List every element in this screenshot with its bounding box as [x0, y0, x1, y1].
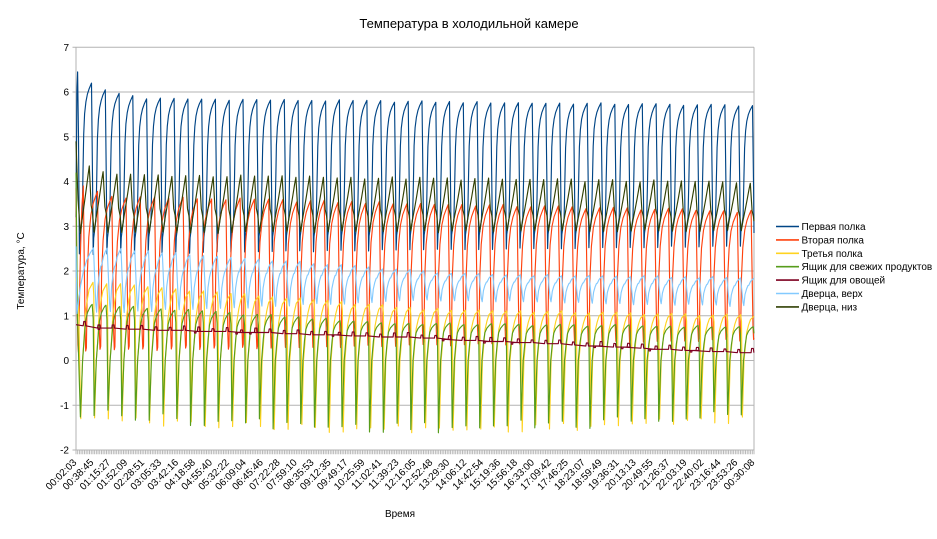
svg-text:2: 2 [63, 267, 69, 278]
svg-text:Ящик для овощей: Ящик для овощей [802, 276, 886, 287]
svg-text:Дверца, верх: Дверца, верх [802, 289, 863, 300]
svg-text:Дверца, низ: Дверца, низ [802, 302, 858, 313]
svg-text:Вторая полка: Вторая полка [802, 235, 865, 246]
svg-text:Температура в холодильной каме: Температура в холодильной камере [359, 16, 578, 31]
svg-text:Первая полка: Первая полка [802, 222, 866, 233]
svg-text:Время: Время [385, 509, 415, 520]
svg-text:-2: -2 [60, 446, 69, 457]
svg-text:-1: -1 [60, 401, 69, 412]
svg-text:6: 6 [63, 88, 69, 99]
svg-text:0: 0 [63, 356, 69, 367]
svg-text:1: 1 [63, 311, 69, 322]
svg-text:Ящик для свежих продуктов: Ящик для свежих продуктов [802, 262, 933, 273]
svg-text:4: 4 [63, 177, 69, 188]
svg-text:Температура, °C: Температура, °C [16, 232, 27, 309]
svg-text:7: 7 [63, 43, 69, 54]
svg-text:Третья полка: Третья полка [802, 249, 864, 260]
svg-text:3: 3 [63, 222, 69, 233]
svg-text:5: 5 [63, 132, 69, 143]
